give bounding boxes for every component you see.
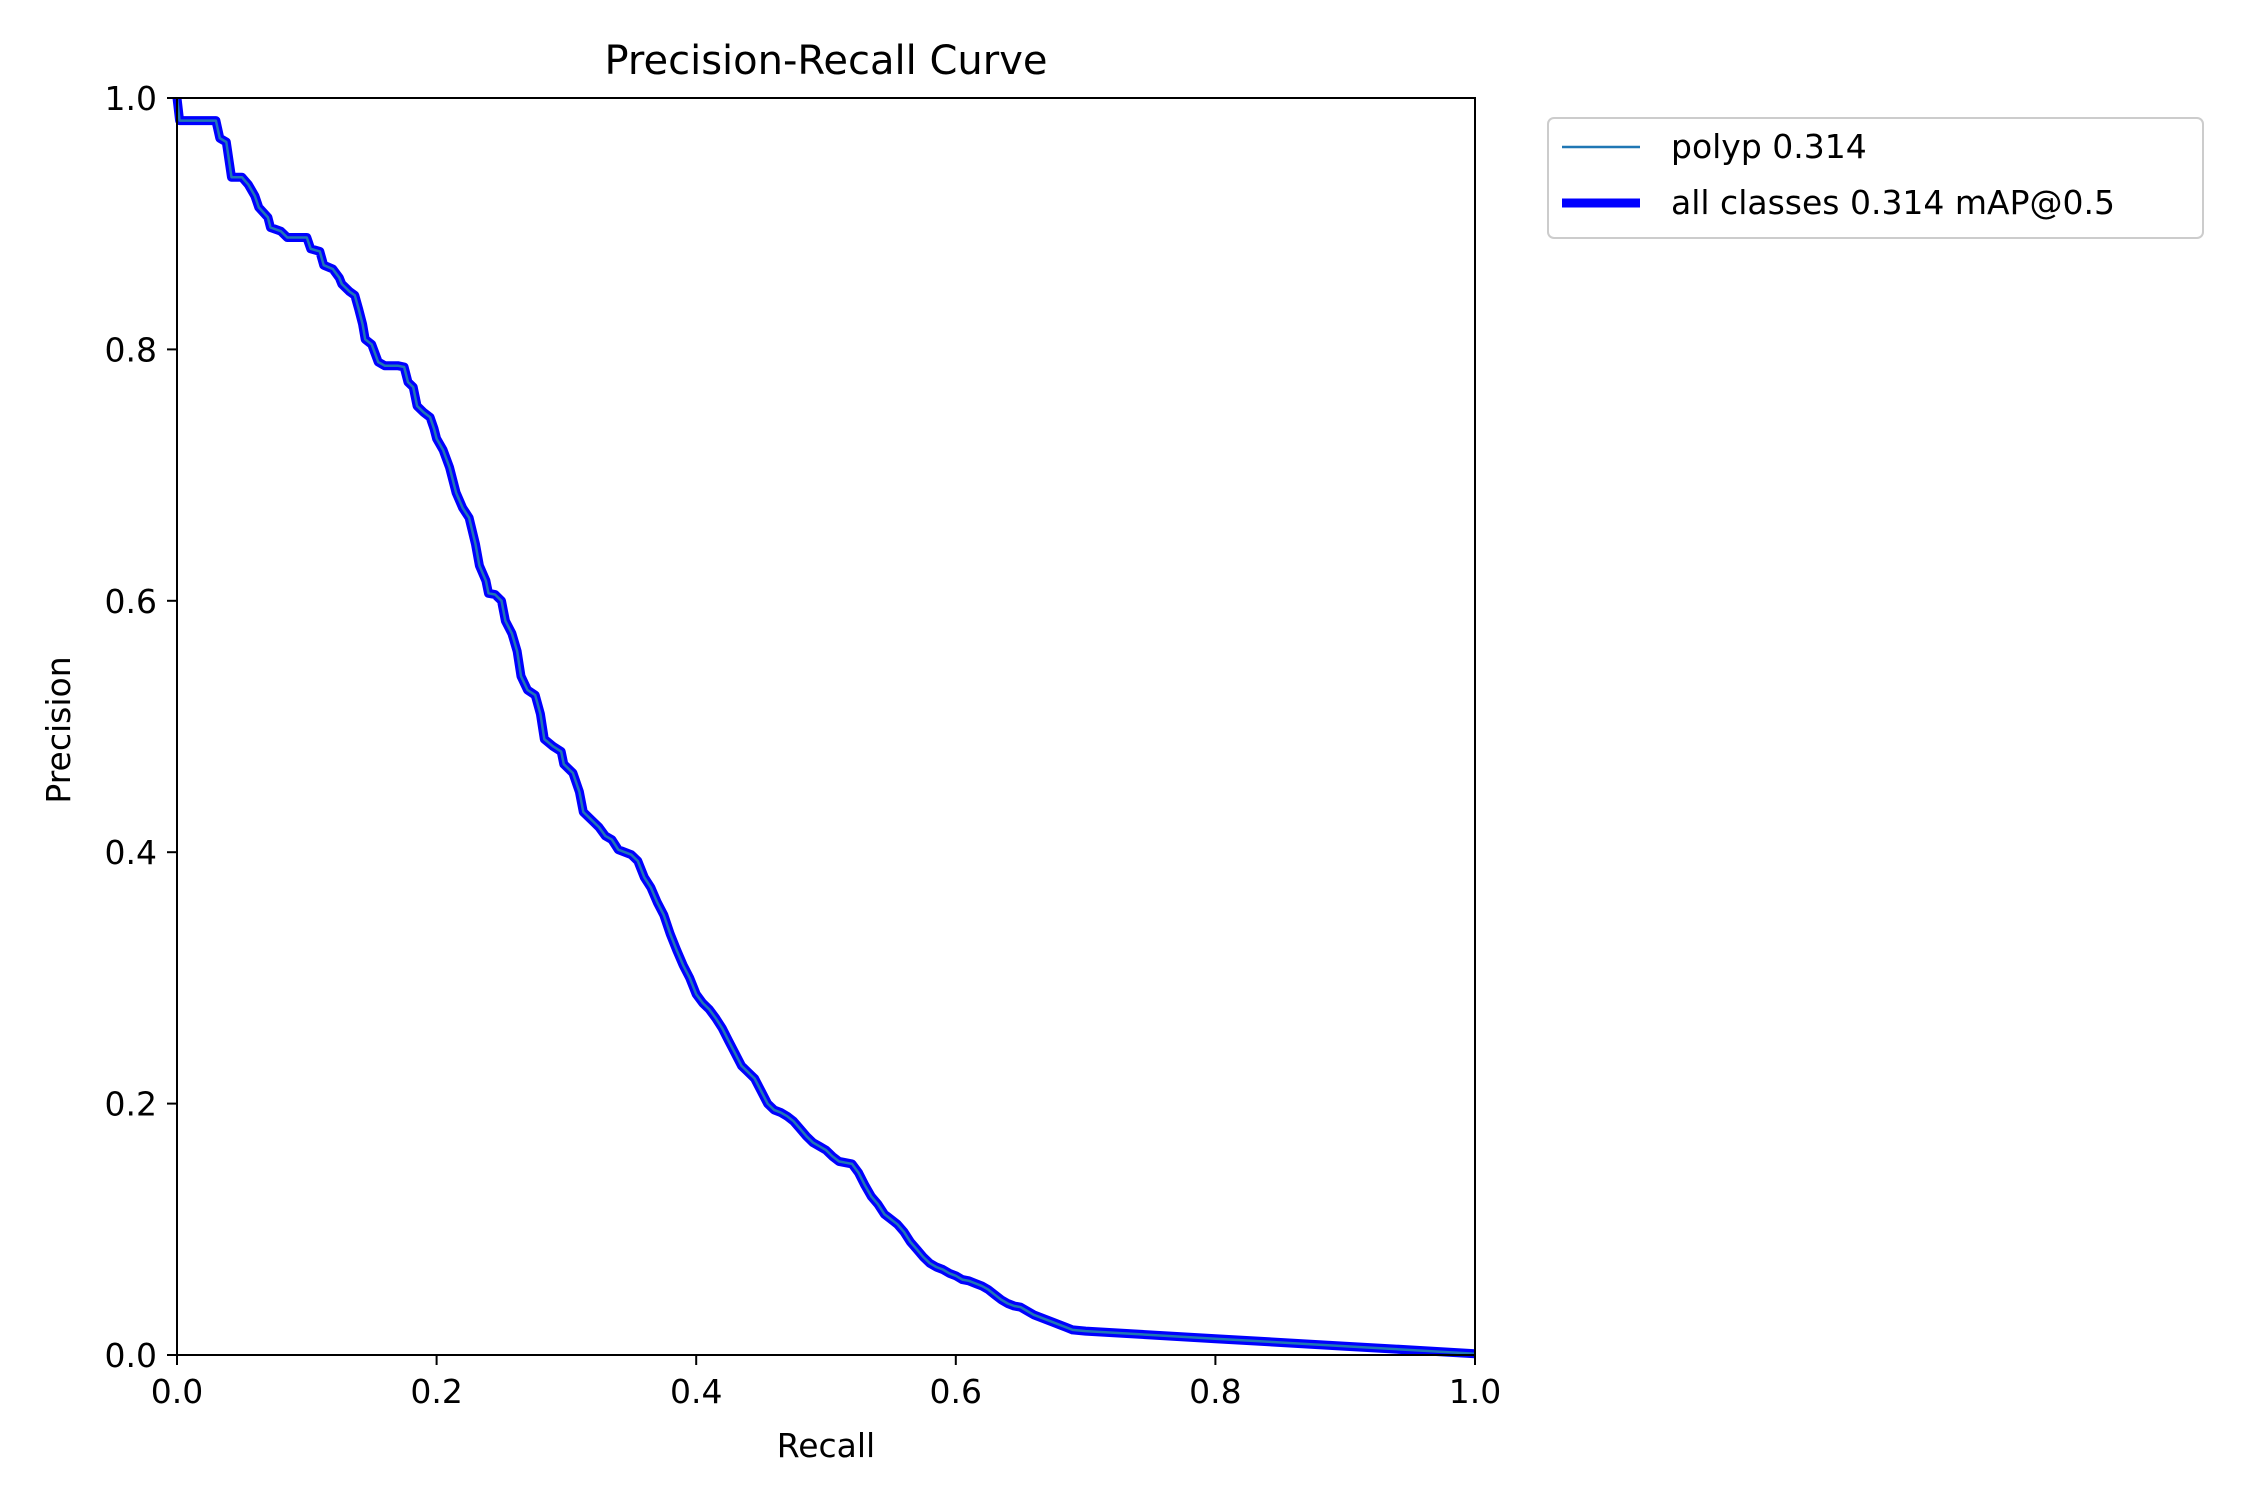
chart-title: Precision-Recall Curve xyxy=(605,38,1048,84)
legend-label-all-classes: all classes 0.314 mAP@0.5 xyxy=(1671,183,2115,222)
x-tick-label: 1.0 xyxy=(1449,1372,1501,1411)
legend-box xyxy=(1547,117,2204,239)
x-tick-label: 0.0 xyxy=(151,1372,203,1411)
y-tick-label: 1.0 xyxy=(105,79,157,118)
y-tick-label: 0.4 xyxy=(105,833,157,872)
x-axis: 0.0 0.2 0.4 0.6 0.8 1.0 xyxy=(151,1355,1501,1411)
legend-label-polyp: polyp 0.314 xyxy=(1671,127,1867,166)
y-tick-label: 0.8 xyxy=(105,330,157,369)
y-axis: 0.0 0.2 0.4 0.6 0.8 1.0 xyxy=(105,79,177,1375)
y-tick-label: 0.0 xyxy=(105,1336,157,1375)
series-line-all-classes xyxy=(172,97,1476,1359)
y-tick-label: 0.6 xyxy=(105,582,157,621)
x-tick-label: 0.6 xyxy=(930,1372,982,1411)
series-line-polyp xyxy=(175,97,1476,1355)
x-tick-label: 0.4 xyxy=(670,1372,722,1411)
legend: polyp 0.314 all classes 0.314 mAP@0.5 xyxy=(1547,117,2204,239)
x-tick-label: 0.2 xyxy=(410,1372,462,1411)
plot-frame xyxy=(176,97,1476,1356)
plot-area xyxy=(172,97,1476,1359)
x-tick-label: 0.8 xyxy=(1189,1372,1241,1411)
x-axis-label: Recall xyxy=(777,1426,875,1465)
y-tick-label: 0.2 xyxy=(105,1085,157,1124)
y-axis-label: Precision xyxy=(39,656,78,803)
